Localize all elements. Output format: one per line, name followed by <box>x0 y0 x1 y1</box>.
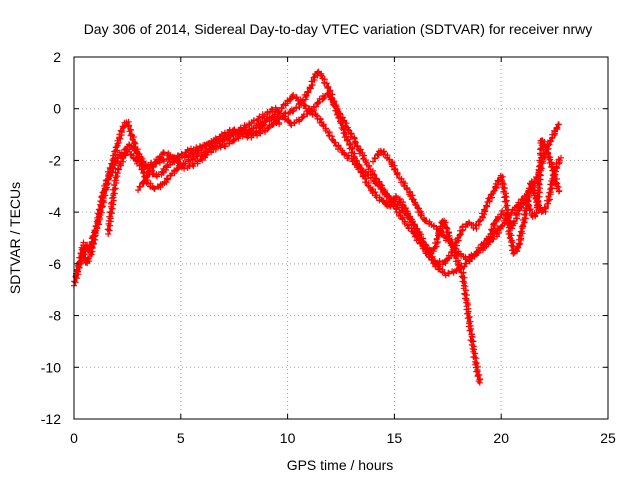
y-axis-label: SDTVAR / TECUs <box>7 182 23 294</box>
x-tick-label: 10 <box>280 430 296 446</box>
x-tick-label: 0 <box>70 430 78 446</box>
y-tick-label: -10 <box>41 359 61 375</box>
x-tick-labels: 0 5 10 15 20 25 <box>70 430 616 446</box>
series-markers <box>135 90 443 272</box>
series-track-4 <box>135 90 443 272</box>
y-tick-label: -4 <box>49 204 62 220</box>
data-points <box>71 68 564 386</box>
y-tick-label: -8 <box>49 308 62 324</box>
x-tick-label: 20 <box>493 430 509 446</box>
y-tick-label: -12 <box>41 411 61 427</box>
y-tick-label: 0 <box>53 101 61 117</box>
series-track-7 <box>487 137 563 237</box>
series-markers <box>487 137 563 237</box>
chart-title: Day 306 of 2014, Sidereal Day-to-day VTE… <box>84 21 593 37</box>
axis-ticks <box>73 56 609 420</box>
y-tick-labels: -12 -10 -8 -6 -4 -2 0 2 <box>41 49 61 427</box>
x-tick-label: 15 <box>387 430 403 446</box>
plot-frame <box>73 56 609 420</box>
x-tick-label: 5 <box>177 430 185 446</box>
y-tick-label: -2 <box>49 152 62 168</box>
x-axis-label: GPS time / hours <box>287 457 394 473</box>
x-tick-label: 25 <box>600 430 616 446</box>
y-tick-label: -6 <box>49 256 62 272</box>
y-tick-label: 2 <box>53 49 61 65</box>
